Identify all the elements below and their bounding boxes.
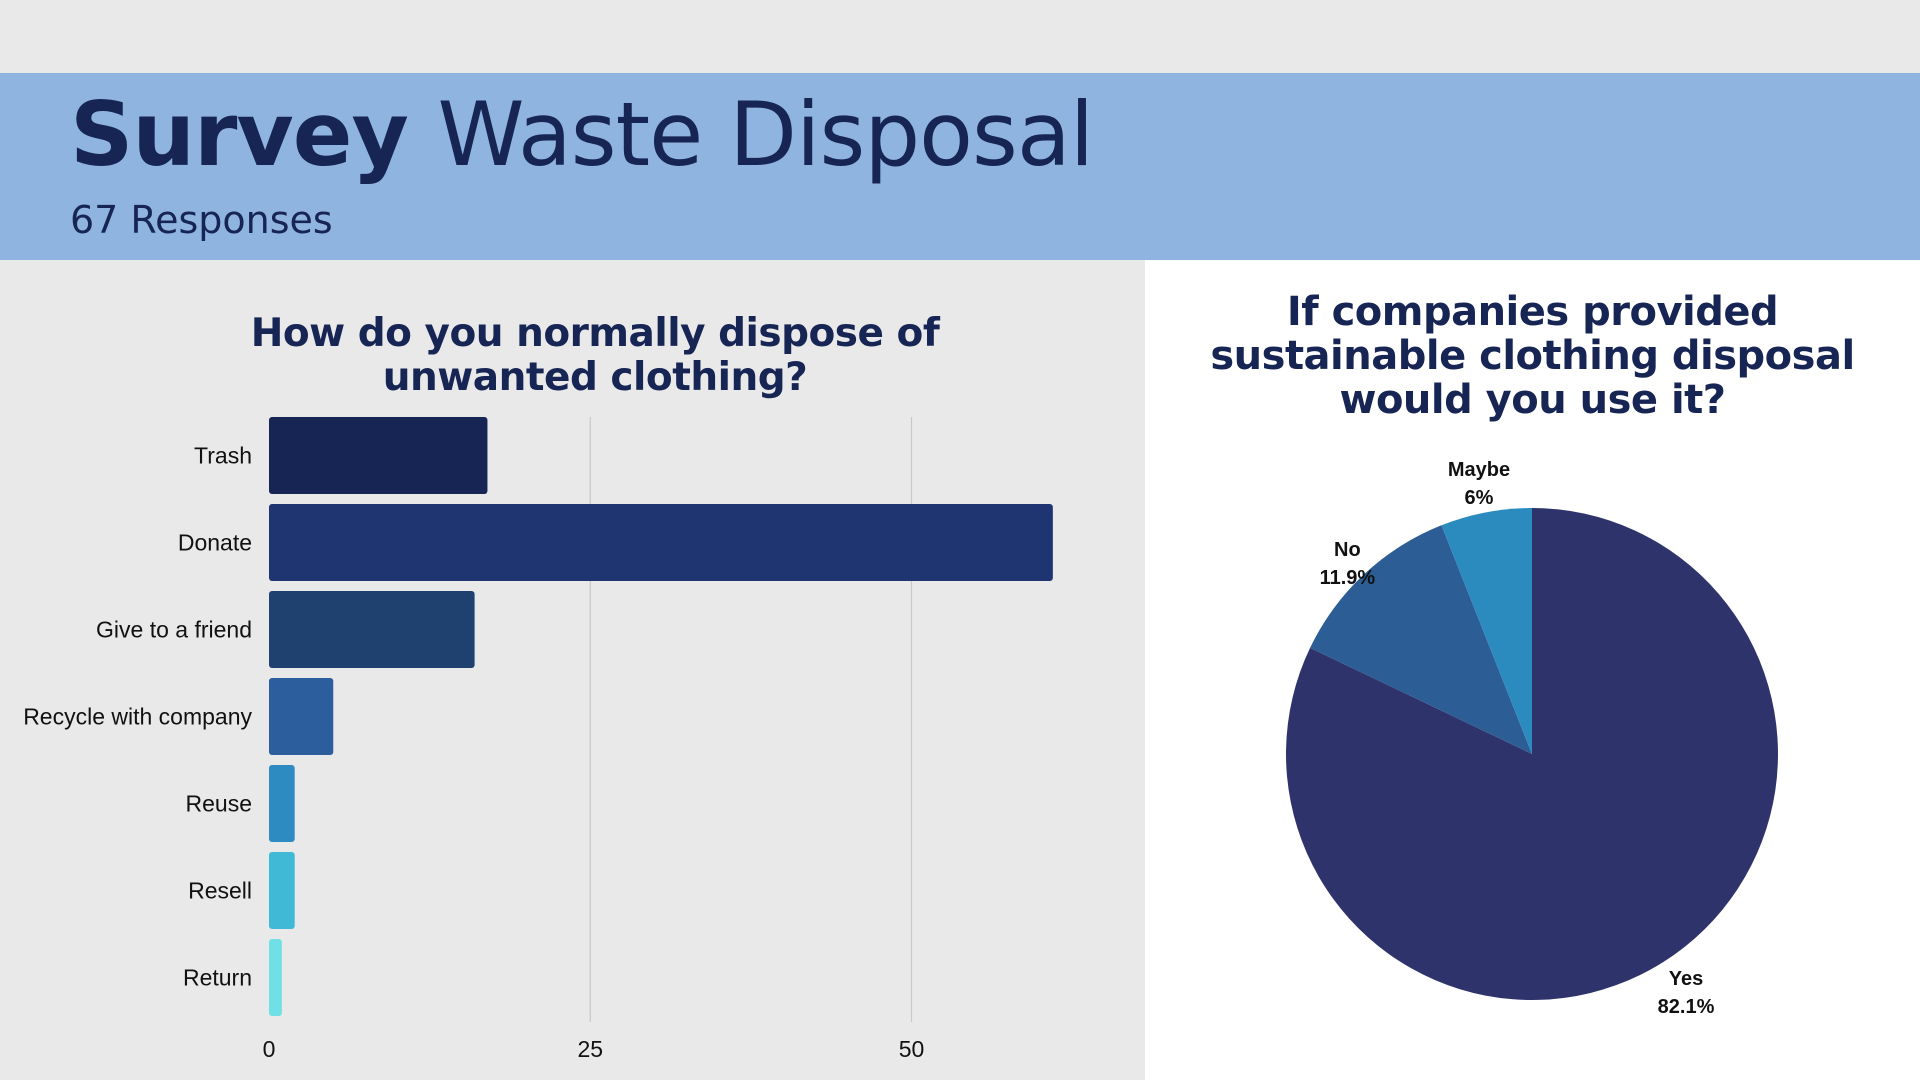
pie-slice-label: Yes 82.1% [1658,968,1715,1018]
bar [269,678,334,755]
x-tick-label: 25 [577,1036,603,1062]
bar-category-label: Trash [194,443,252,469]
pie-slice-no [1310,525,1532,754]
page-title-bold: Survey [70,83,409,186]
bar [269,765,295,842]
page-title-rest: Waste Disposal [437,83,1094,186]
header-banner: Survey Waste Disposal 67 Responses [0,73,1920,260]
bar-category-label: Reuse [186,791,252,817]
bar [269,591,475,668]
x-tick-label: 0 [263,1036,276,1062]
pie-slice-label: Maybe 6% [1448,459,1510,509]
bar-category-label: Give to a friend [96,617,252,643]
page-title: Survey Waste Disposal [70,91,1094,179]
top-strip [0,0,1920,73]
pie-chart-title: If companies provided sustainable clothi… [1210,289,1855,423]
bar [269,939,282,1016]
bar-category-label: Return [183,965,252,991]
bar-category-label: Donate [178,530,252,556]
bar [269,504,1053,581]
pie-slice-label: No 11.9% [1320,539,1376,589]
response-count: 67 Responses [70,198,333,242]
bar-chart-title: How do you normally dispose of unwanted … [250,311,940,400]
bar-category-label: Recycle with company [23,704,252,730]
bar [269,417,488,494]
bar-chart-panel [0,260,1145,1080]
x-tick-label: 50 [899,1036,925,1062]
bar-category-label: Resell [188,878,252,904]
pie-slice-maybe [1441,508,1532,754]
bar [269,852,295,929]
